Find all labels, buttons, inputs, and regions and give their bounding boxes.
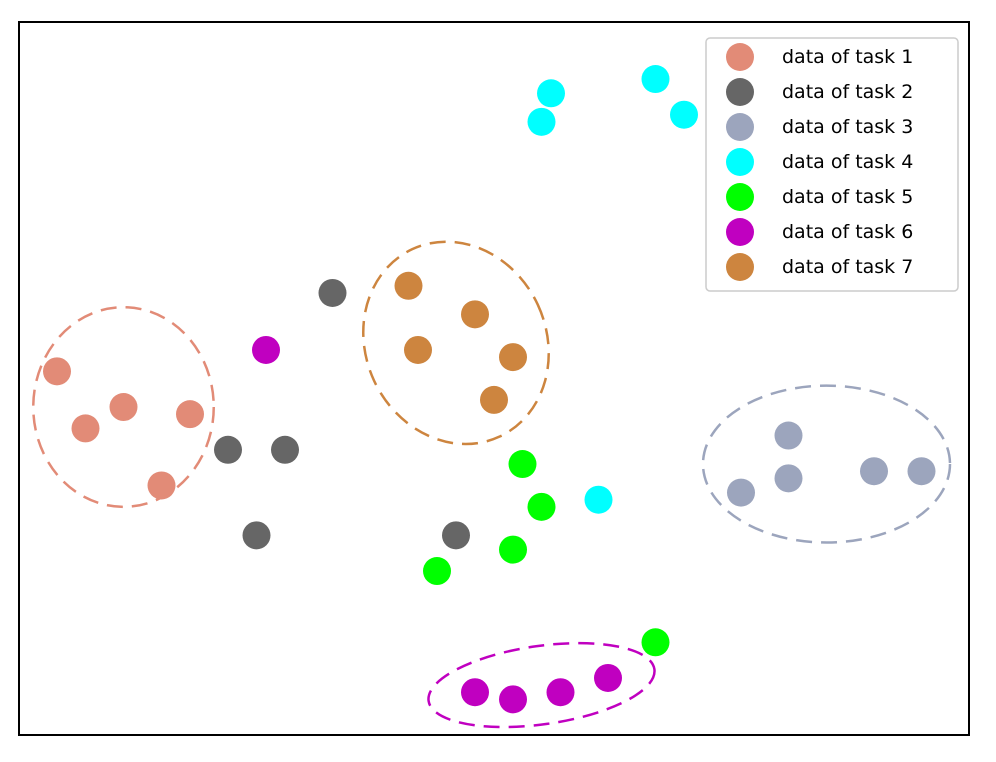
point-task-4-5 [584,485,613,514]
legend-label-task-3: data of task 3 [782,116,913,138]
legend-entries: data of task 1 data of task 2 data of task… [726,43,913,281]
point-task-3-1 [774,421,803,450]
cluster-ellipse-task-1 [32,305,215,509]
point-task-3-2 [727,478,755,507]
cluster-ellipse-task-7 [362,240,550,446]
point-task-2-1 [318,278,347,307]
point-task-2-5 [442,521,470,550]
legend-marker-task-1 [726,43,754,71]
point-task-5-2 [527,492,556,521]
point-task-2-3 [271,435,299,464]
point-task-7-1 [394,271,423,300]
legend-label-task-4: data of task 4 [782,151,913,173]
legend-label-task-1: data of task 1 [782,46,913,68]
point-task-4-3 [641,65,670,94]
legend-marker-task-2 [726,78,754,106]
cluster-ellipse-task-6 [427,641,656,729]
cluster-ellipses [32,240,952,729]
legend-label-task-2: data of task 2 [782,81,913,103]
point-task-3-4 [860,457,888,486]
point-task-1-3 [71,414,100,443]
point-task-5-3 [499,535,527,564]
point-task-2-4 [242,521,271,550]
point-task-6-4 [546,678,575,707]
legend-box [705,37,959,292]
legend: data of task 1 data of task 2 data of task… [705,37,959,292]
legend-label-task-6: data of task 6 [782,221,913,243]
legend-marker-task-6 [726,218,754,246]
point-task-5-1 [508,450,537,479]
legend-marker-task-7 [726,253,754,281]
point-task-2-2 [214,435,242,464]
point-task-4-4 [670,100,698,129]
point-task-1-2 [109,393,138,422]
point-task-6-5 [594,663,622,692]
cluster-ellipse-task-3 [701,384,952,544]
point-task-6-3 [499,685,527,714]
legend-label-task-7: data of task 7 [782,256,913,278]
point-task-1-5 [147,471,176,500]
point-task-3-3 [774,464,803,493]
point-task-7-5 [480,385,508,414]
point-task-1-1 [43,357,71,386]
point-task-7-4 [499,343,527,372]
data-points [43,65,936,714]
point-task-6-2 [461,678,489,707]
point-task-1-4 [176,400,204,429]
plot-frame [18,21,970,736]
point-task-7-3 [404,335,432,364]
legend-marker-task-5 [726,183,754,211]
point-task-3-5 [907,457,936,486]
point-task-5-4 [423,557,451,586]
point-task-7-2 [461,300,489,329]
legend-label-task-5: data of task 5 [782,186,913,208]
point-task-4-2 [527,107,556,136]
point-task-4-1 [537,79,565,108]
point-task-6-1 [252,335,280,364]
legend-marker-task-4 [726,148,754,176]
point-task-5-5 [641,628,670,657]
legend-marker-task-3 [726,113,754,141]
